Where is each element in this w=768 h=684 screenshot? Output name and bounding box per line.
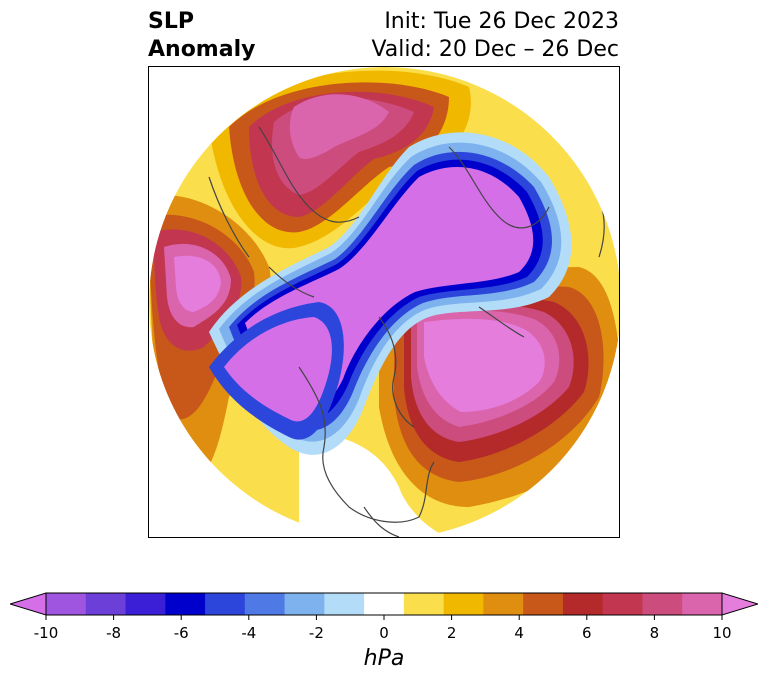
west-pacific-high (149, 195, 271, 487)
colorbar-segment (642, 593, 683, 615)
colorbar-extend-max (721, 592, 758, 616)
colorbar-segment (205, 593, 246, 615)
date-info: Init: Tue 26 Dec 2023 Valid: 20 Dec – 26… (371, 8, 619, 64)
title-line-1: SLP (148, 9, 194, 34)
colorbar-tick-label: 10 (712, 624, 732, 642)
north-atlantic-high (379, 267, 619, 507)
colorbar-segment (523, 593, 564, 615)
colorbar-segment (602, 593, 643, 615)
colorbar-tick-label: 4 (514, 624, 524, 642)
colorbar-tick-label: 0 (379, 624, 389, 642)
colorbar-segment (443, 593, 484, 615)
colorbar-tick-label: -2 (308, 624, 324, 642)
colorbar-segment (284, 593, 325, 615)
colorbar-segment (46, 593, 87, 615)
colorbar-tick-label: -8 (106, 624, 122, 642)
colorbar-tick-label: 6 (582, 624, 592, 642)
anomaly-map-svg (149, 67, 619, 537)
colorbar-segment (165, 593, 206, 615)
colorbar-segment (364, 593, 405, 615)
polar-map (148, 66, 620, 538)
colorbar-tick-label: 8 (649, 624, 660, 642)
colorbar-tick-label: -4 (241, 624, 257, 642)
colorbar-tick-label: 2 (446, 624, 457, 642)
arctic-low (209, 132, 572, 455)
colorbar-segment (682, 593, 723, 615)
siberia-high (209, 70, 471, 249)
colorbar-segment (125, 593, 166, 615)
colorbar-tick-label: -10 (33, 624, 59, 642)
colorbar-segment (403, 593, 445, 615)
valid-range: Valid: 20 Dec – 26 Dec (371, 37, 619, 62)
neutral-region (299, 427, 469, 537)
colorbar-tick-label: -6 (173, 624, 189, 642)
colorbar-segment (562, 593, 604, 615)
map-title: SLP Anomaly (148, 8, 255, 64)
map-outside-area (149, 67, 619, 537)
colorbar (10, 592, 758, 620)
colorbar-segment (244, 593, 286, 615)
colorbar-extend-min (10, 592, 47, 616)
colorbar-segment (324, 593, 365, 615)
title-line-2: Anomaly (148, 37, 256, 62)
colorbar-segment (483, 593, 524, 615)
colorbar-segment (85, 593, 127, 615)
colorbar-unit-label: hPa (363, 646, 405, 671)
init-date: Init: Tue 26 Dec 2023 (384, 9, 619, 34)
